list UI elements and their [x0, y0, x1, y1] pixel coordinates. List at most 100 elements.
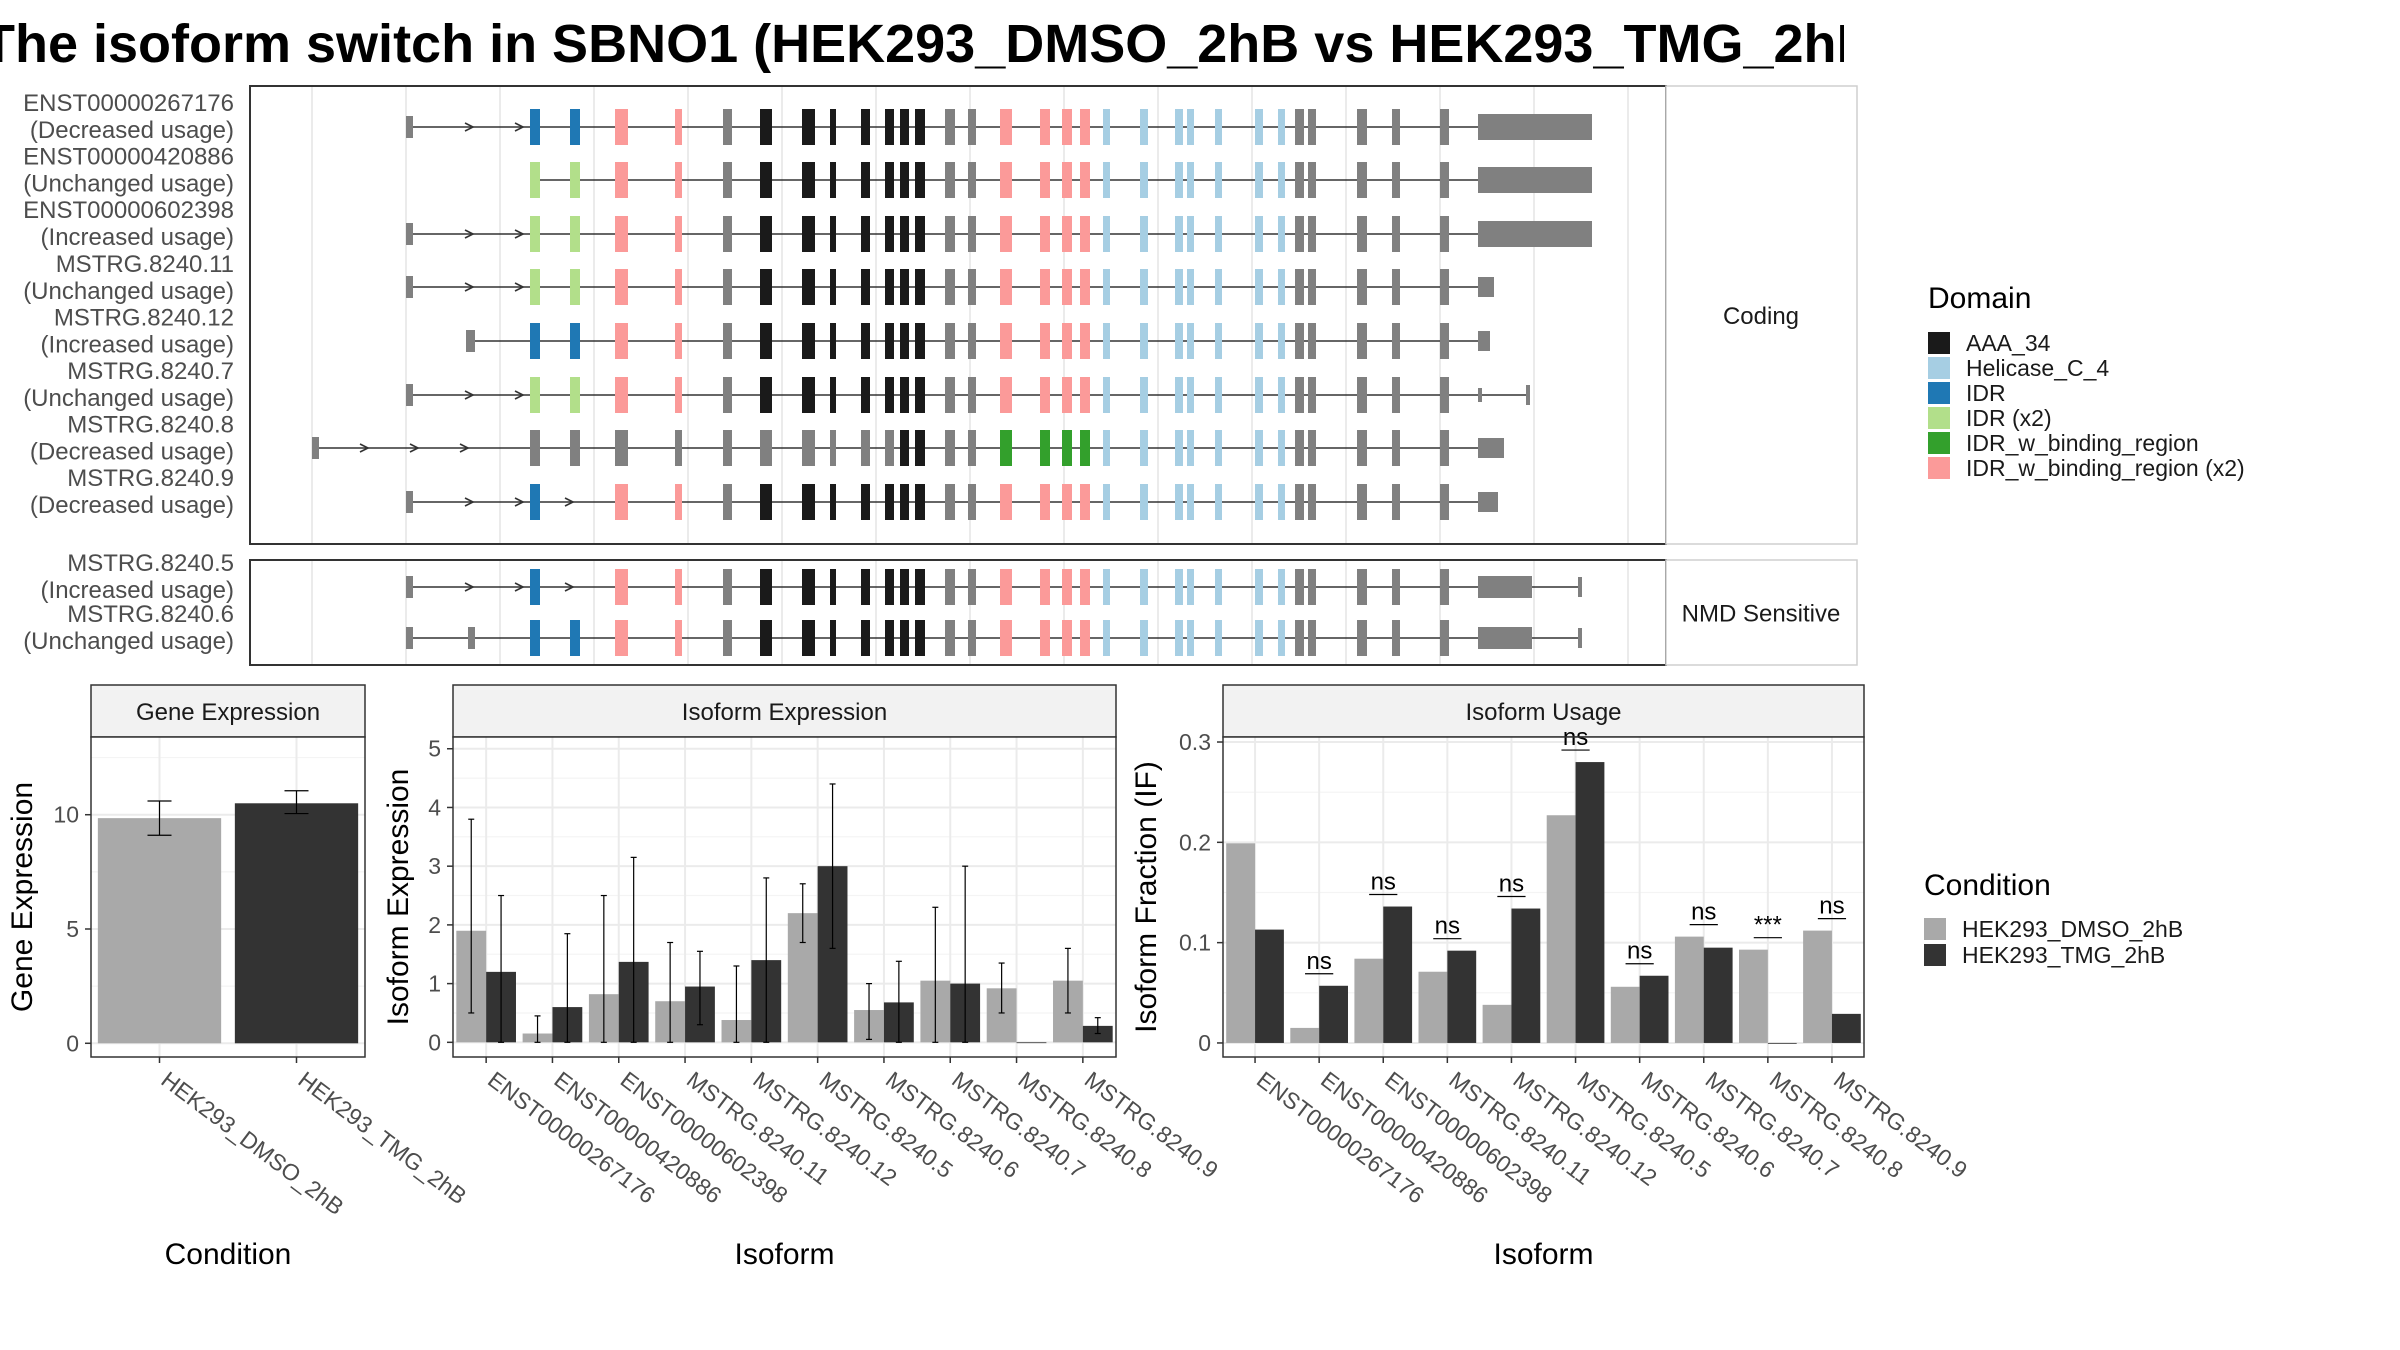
coding-exon: [1187, 323, 1194, 359]
coding-exon: [1440, 109, 1449, 145]
coding-exon: [1392, 377, 1400, 413]
coding-exon: [530, 162, 540, 198]
coding-exon: [1140, 569, 1148, 605]
coding-exon: [968, 620, 976, 656]
coding-exon: [1140, 620, 1148, 656]
coding-exon: [900, 323, 909, 359]
domain-legend-label: IDR: [1966, 380, 2006, 406]
terminal-exon: [1478, 388, 1482, 402]
coding-exon: [570, 323, 580, 359]
coding-exon: [1255, 216, 1263, 252]
coding-exon: [1062, 430, 1072, 466]
coding-exon: [915, 323, 925, 359]
coding-exon: [1040, 484, 1050, 520]
transcript-id-label: MSTRG.8240.5: [67, 550, 234, 577]
coding-exon: [1140, 484, 1148, 520]
coding-exon: [675, 216, 682, 252]
coding-exon: [1103, 269, 1110, 305]
domain-legend-label: IDR (x2): [1966, 405, 2052, 431]
coding-exon: [945, 430, 955, 466]
strand-arrow: [464, 122, 475, 132]
coding-exon: [723, 430, 732, 466]
coding-exon: [1040, 269, 1050, 305]
terminal-exon: [1478, 331, 1490, 351]
coding-exon: [1215, 269, 1222, 305]
coding-exon: [1357, 620, 1367, 656]
coding-exon: [1062, 620, 1072, 656]
coding-exon: [1187, 569, 1194, 605]
coding-exon: [1278, 569, 1285, 605]
significance-label: ns: [1371, 869, 1396, 896]
coding-exon: [1175, 377, 1183, 413]
coding-exon: [615, 484, 628, 520]
domain-legend-label: Helicase_C_4: [1966, 355, 2109, 381]
strand-arrow: [464, 282, 475, 292]
y-tick-label: 2: [428, 912, 441, 938]
y-tick-label: 0: [428, 1029, 441, 1055]
condition-legend-label: HEK293_TMG_2hB: [1962, 942, 2165, 968]
coding-exon: [945, 569, 955, 605]
coding-exon: [1040, 377, 1050, 413]
coding-exon: [900, 269, 909, 305]
transcript-model: [312, 430, 1504, 466]
coding-exon: [723, 323, 732, 359]
utr-exon: [468, 330, 475, 352]
coding-exon: [1295, 216, 1304, 252]
coding-exon: [900, 484, 909, 520]
coding-exon: [1215, 216, 1222, 252]
coding-exon: [1440, 569, 1449, 605]
coding-exon: [1215, 109, 1222, 145]
coding-exon: [1000, 269, 1012, 305]
strand-arrow: [459, 443, 470, 453]
coding-exon: [1103, 430, 1110, 466]
panel-strip-title: Isoform Usage: [1465, 699, 1621, 726]
utr-exon: [1578, 628, 1582, 648]
coding-exon: [675, 377, 682, 413]
y-tick-label: 1: [428, 971, 441, 997]
bar: [1016, 1042, 1047, 1044]
strand-arrow: [514, 229, 525, 239]
coding-exon: [830, 162, 836, 198]
coding-exon: [1295, 430, 1304, 466]
coding-exon: [1308, 109, 1316, 145]
coding-exon: [1295, 569, 1304, 605]
coding-exon: [915, 484, 925, 520]
coding-exon: [760, 109, 772, 145]
coding-exon: [968, 162, 976, 198]
bar: [1546, 815, 1576, 1043]
bar: [97, 818, 222, 1044]
coding-exon: [1080, 323, 1090, 359]
coding-exon: [1000, 109, 1012, 145]
terminal-exon: [1478, 167, 1592, 193]
coding-exon: [675, 620, 682, 656]
coding-exon: [945, 216, 955, 252]
transcript-id-label: MSTRG.8240.6: [67, 601, 234, 628]
coding-exon: [968, 109, 976, 145]
bar: [1290, 1027, 1320, 1043]
y-tick-label: 0: [66, 1030, 79, 1056]
strand-arrow: [514, 122, 525, 132]
y-tick-label: 0: [1198, 1030, 1211, 1056]
coding-exon: [861, 109, 870, 145]
coding-exon: [1215, 620, 1222, 656]
coding-exon: [915, 269, 925, 305]
coding-exon: [1103, 216, 1110, 252]
coding-exon: [885, 430, 894, 466]
y-tick-label: 10: [53, 802, 79, 828]
coding-exon: [1080, 569, 1090, 605]
transcript-usage-label: (Unchanged usage): [23, 628, 234, 655]
coding-exon: [1103, 109, 1110, 145]
transcript-id-label: ENST00000602398: [23, 197, 234, 224]
coding-exon: [1080, 484, 1090, 520]
coding-exon: [885, 216, 894, 252]
coding-exon: [1140, 269, 1148, 305]
coding-exon: [1357, 162, 1367, 198]
coding-exon: [615, 377, 628, 413]
coding-exon: [915, 162, 925, 198]
coding-exon: [675, 484, 682, 520]
coding-exon: [615, 269, 628, 305]
coding-exon: [885, 109, 894, 145]
strand-arrow: [359, 443, 370, 453]
bar: [1575, 762, 1605, 1043]
coding-exon: [885, 377, 894, 413]
